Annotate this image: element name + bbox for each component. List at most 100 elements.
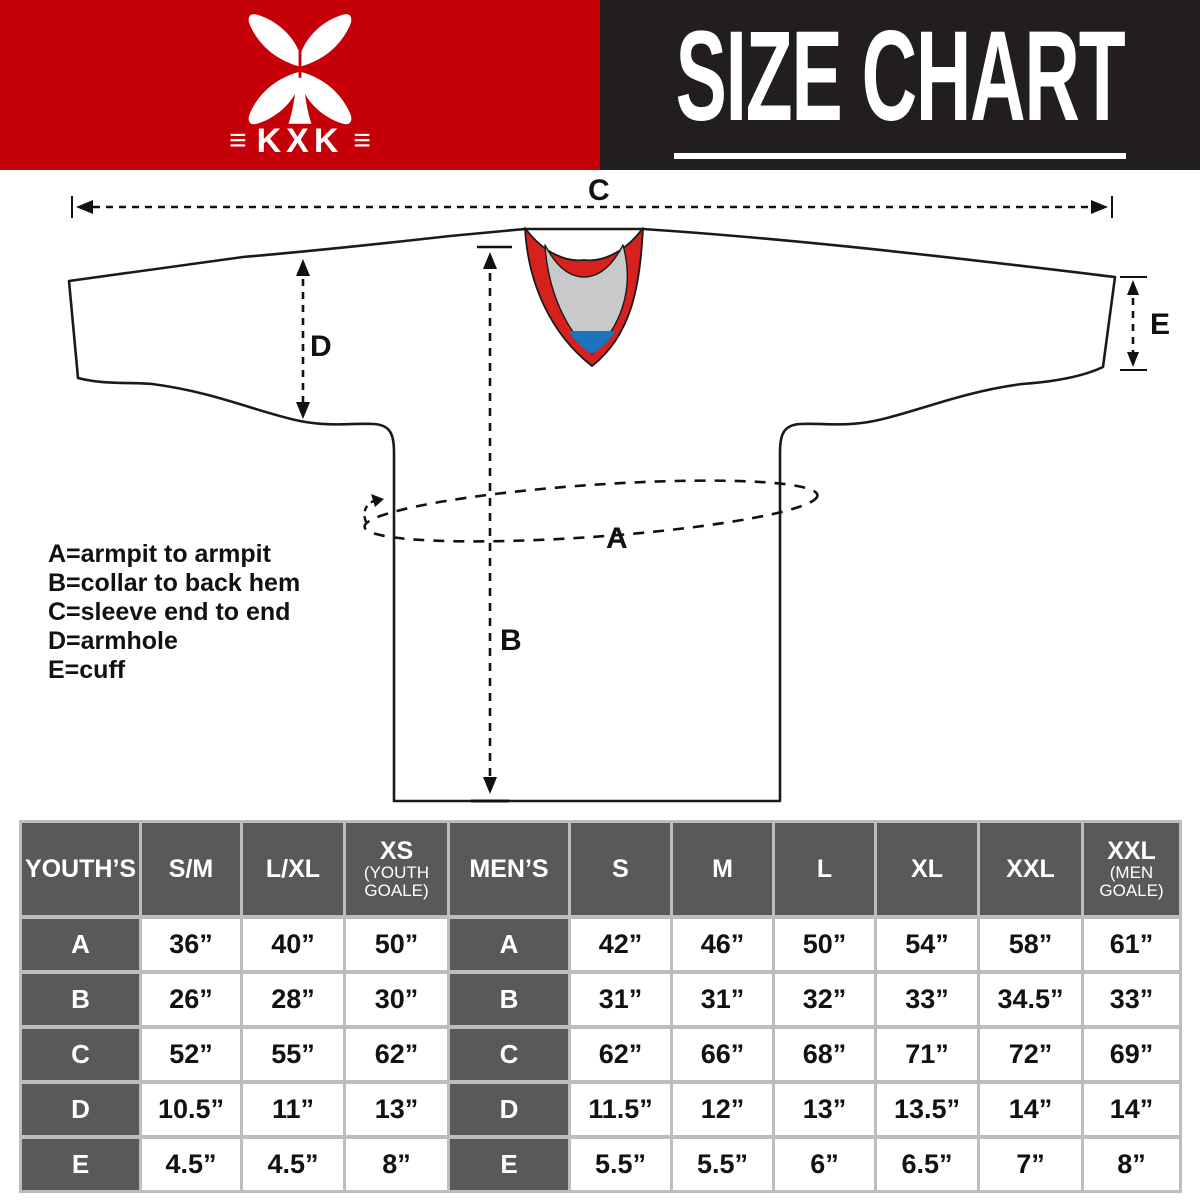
label-a: A: [606, 522, 628, 555]
size-value: 31”: [571, 974, 670, 1025]
size-value: 8”: [1084, 1139, 1179, 1190]
legend-line-d: D=armhole: [48, 627, 178, 655]
row-label: A: [22, 919, 139, 970]
col-header-text: L: [816, 854, 833, 883]
size-value: 72”: [980, 1029, 1081, 1080]
col-header-mens: MEN’S: [450, 823, 568, 915]
col-header-text: M: [712, 854, 733, 883]
size-value: 13”: [346, 1084, 447, 1135]
row-label: E: [450, 1139, 568, 1190]
size-value: 11”: [243, 1084, 343, 1135]
size-value: 46”: [673, 919, 772, 970]
size-value: 7”: [980, 1139, 1081, 1190]
measure-arrow-d: [296, 259, 310, 419]
measure-arrow-e: [1120, 276, 1147, 371]
row-label: B: [450, 974, 568, 1025]
legend-line-a: A=armpit to armpit: [48, 540, 271, 568]
size-value: 62”: [346, 1029, 447, 1080]
brand-right-bars: ≡: [353, 124, 371, 157]
collar-red-band: [524, 227, 644, 367]
col-header-s: S: [571, 823, 670, 915]
col-header-text: XXL: [1107, 837, 1156, 866]
col-header-subtext: (YOUTH: [363, 863, 430, 883]
col-header-l: L: [775, 823, 874, 915]
measure-ellipse-a: [363, 479, 819, 543]
size-value: 32”: [775, 974, 874, 1025]
size-value: 6.5”: [877, 1139, 977, 1190]
size-value: 8”: [346, 1139, 447, 1190]
size-value: 11.5”: [571, 1084, 670, 1135]
row-label: C: [22, 1029, 139, 1080]
row-label: E: [22, 1139, 139, 1190]
col-header-xs-youth-goale: XS (YOUTH GOALE): [346, 823, 447, 915]
col-header-text: S/M: [168, 854, 214, 883]
size-value: 14”: [980, 1084, 1081, 1135]
size-value: 30”: [346, 974, 447, 1025]
size-value: 42”: [571, 919, 670, 970]
label-d: D: [310, 330, 332, 363]
size-value: 55”: [243, 1029, 343, 1080]
col-header-sm: S/M: [142, 823, 240, 915]
label-e: E: [1150, 308, 1171, 341]
col-header-text: XXL: [1006, 854, 1055, 883]
size-value: 4.5”: [142, 1139, 240, 1190]
size-value: 54”: [877, 919, 977, 970]
title-panel: SIZE CHART: [600, 0, 1200, 170]
collar-blue-tip: [568, 331, 616, 354]
legend-line-c: C=sleeve end to end: [48, 598, 291, 626]
col-header-xxl-men-goale: XXL (MEN GOALE): [1084, 823, 1179, 915]
collar-gray-inset: [544, 244, 628, 355]
size-value: 14”: [1084, 1084, 1179, 1135]
row-label: D: [450, 1084, 568, 1135]
col-header-xl: XL: [877, 823, 977, 915]
col-header-text: S: [612, 854, 629, 883]
col-header-text: MEN’S: [469, 854, 549, 883]
size-value: 36”: [142, 919, 240, 970]
kxk-butterfly-logo-icon: [248, 14, 352, 125]
col-header-subtext: (MEN: [1109, 863, 1154, 883]
size-value: 4.5”: [243, 1139, 343, 1190]
legend-line-b: B=collar to back hem: [48, 569, 301, 597]
size-value: 6”: [775, 1139, 874, 1190]
size-table: YOUTH’S S/M L/XL XS (YOUTH GOALE) MEN’S …: [19, 820, 1182, 1193]
size-value: 5.5”: [571, 1139, 670, 1190]
size-value: 12”: [673, 1084, 772, 1135]
brand-header-panel: ≡ KXK ≡: [0, 0, 600, 170]
size-value: 5.5”: [673, 1139, 772, 1190]
size-value: 66”: [673, 1029, 772, 1080]
row-label: C: [450, 1029, 568, 1080]
label-b: B: [500, 624, 522, 657]
size-value: 28”: [243, 974, 343, 1025]
col-header-text: XS: [379, 837, 414, 866]
size-value: 69”: [1084, 1029, 1179, 1080]
size-value: 33”: [1084, 974, 1179, 1025]
size-value: 61”: [1084, 919, 1179, 970]
row-label: A: [450, 919, 568, 970]
col-header-subtext: GOALE): [364, 881, 429, 901]
size-value: 50”: [346, 919, 447, 970]
size-value: 10.5”: [142, 1084, 240, 1135]
size-value: 68”: [775, 1029, 874, 1080]
col-header-text: L/XL: [265, 854, 321, 883]
brand-left-bars: ≡: [229, 124, 247, 157]
size-value: 58”: [980, 919, 1081, 970]
brand-wordmark: ≡ KXK ≡: [229, 124, 371, 158]
size-value: 34.5”: [980, 974, 1081, 1025]
col-header-lxl: L/XL: [243, 823, 343, 915]
page-title: SIZE CHART: [675, 5, 1126, 148]
measure-arrow-b: [471, 245, 512, 803]
measurement-legend: A=armpit to armpit B=collar to back hem …: [48, 540, 300, 685]
size-value: 50”: [775, 919, 874, 970]
col-header-m: M: [673, 823, 772, 915]
col-header-text: YOUTH’S: [24, 854, 137, 883]
size-value: 40”: [243, 919, 343, 970]
size-value: 33”: [877, 974, 977, 1025]
size-value: 13.5”: [877, 1084, 977, 1135]
title-underline: [674, 153, 1126, 159]
col-header-youths: YOUTH’S: [22, 823, 139, 915]
size-value: 26”: [142, 974, 240, 1025]
col-header-subtext: GOALE): [1099, 881, 1164, 901]
brand-name-text: KXK: [256, 122, 344, 160]
size-value: 62”: [571, 1029, 670, 1080]
